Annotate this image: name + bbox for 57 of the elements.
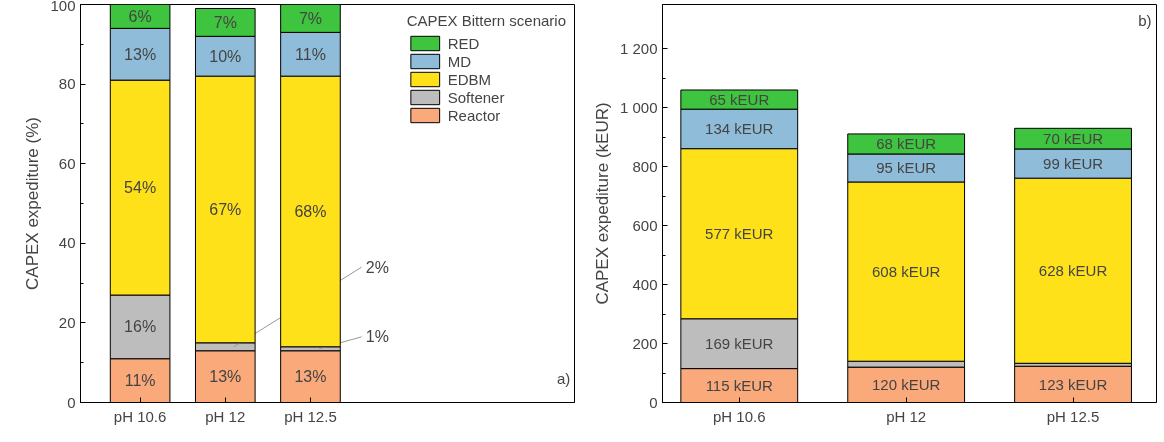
data-label: 95 kEUR bbox=[876, 159, 937, 177]
y-tick-label: 0 bbox=[649, 394, 658, 411]
data-label: 99 kEUR bbox=[1043, 155, 1104, 173]
annotation: b) bbox=[1138, 12, 1152, 30]
data-label: 7% bbox=[298, 9, 323, 27]
legend-label: Reactor bbox=[447, 106, 501, 124]
x-tick-label: pH 12 bbox=[205, 407, 246, 425]
legend-label: MD bbox=[447, 52, 472, 70]
data-label: 68 kEUR bbox=[876, 135, 937, 153]
data-label: 16% bbox=[124, 318, 157, 336]
y-axis-title: CAPEX expediture (kEUR) bbox=[592, 102, 612, 305]
legend-title: CAPEX Bittern scenario bbox=[406, 12, 566, 29]
x-tick-label: pH 12 bbox=[886, 407, 927, 425]
data-label: 11% bbox=[295, 45, 326, 63]
x-tick-label: pH 10.6 bbox=[713, 407, 766, 425]
y-tick-label: 800 bbox=[632, 158, 658, 176]
y-tick-label: 1 200 bbox=[619, 40, 658, 58]
data-label: 1% bbox=[365, 328, 389, 346]
y-tick-label: 600 bbox=[632, 217, 658, 235]
text: a) bbox=[556, 369, 571, 387]
data-label: 65 kEUR bbox=[709, 91, 770, 109]
y-tick-label: 200 bbox=[632, 335, 658, 353]
x-tick-label: pH 12.5 bbox=[1046, 407, 1100, 425]
legend-label: Softener bbox=[447, 88, 505, 106]
y-tick-label: 80 bbox=[58, 75, 76, 93]
y-tick-label: 60 bbox=[58, 154, 76, 172]
data-label: 608 kEUR bbox=[871, 263, 941, 281]
legend-label: RED bbox=[447, 34, 480, 52]
data-label: 67% bbox=[209, 200, 242, 218]
y-tick-label: 400 bbox=[632, 276, 658, 294]
data-label: 7% bbox=[213, 13, 237, 31]
data-label: 10% bbox=[209, 47, 242, 65]
data-label: 134 kEUR bbox=[705, 120, 774, 138]
y-tick-label: 1 000 bbox=[619, 99, 658, 117]
legend-label: EDBM bbox=[447, 70, 492, 88]
x-tick-label: pH 12.5 bbox=[284, 407, 337, 425]
y-tick-label: 20 bbox=[58, 313, 76, 331]
data-label: 13% bbox=[124, 45, 157, 63]
data-label: 68% bbox=[294, 202, 327, 220]
data-label: 6% bbox=[128, 7, 152, 25]
data-label: 120 kEUR bbox=[871, 376, 941, 394]
data-label: 577 kEUR bbox=[705, 225, 774, 243]
data-label: 2% bbox=[365, 258, 389, 276]
data-label: 70 kEUR bbox=[1043, 130, 1104, 148]
data-label: 13% bbox=[209, 368, 242, 386]
y-axis-title: CAPEX expediture (%) bbox=[23, 117, 43, 290]
x-tick-label: pH 10.6 bbox=[113, 407, 167, 425]
data-label: 628 kEUR bbox=[1038, 262, 1108, 280]
data-label: 123 kEUR bbox=[1038, 375, 1108, 393]
y-tick-label: 100 bbox=[50, 0, 76, 14]
data-label: 11% bbox=[124, 372, 156, 390]
data-label: 13% bbox=[294, 368, 327, 386]
data-label: 115 kEUR bbox=[705, 377, 774, 395]
data-label: 54% bbox=[124, 179, 157, 197]
y-tick-label: 0 bbox=[67, 393, 76, 411]
data-label: 169 kEUR bbox=[705, 335, 774, 353]
y-tick-label: 40 bbox=[58, 234, 76, 252]
